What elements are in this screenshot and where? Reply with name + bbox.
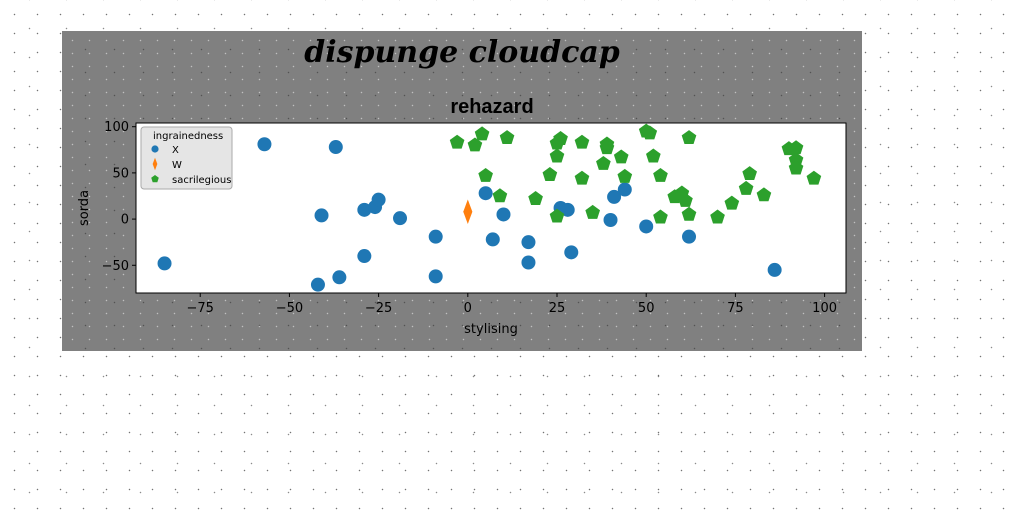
legend-box xyxy=(140,126,233,190)
chart-title: rehazard xyxy=(450,96,533,118)
x-tick-label: −50 xyxy=(276,301,303,316)
legend-marker-sacrilegious xyxy=(151,175,159,183)
data-point-x xyxy=(639,219,654,234)
x-tick-label: −75 xyxy=(187,301,214,316)
data-point-sacrilegious xyxy=(542,167,558,181)
data-point-x xyxy=(521,235,536,250)
data-point-x xyxy=(560,202,575,217)
data-point-sacrilegious xyxy=(788,160,804,175)
data-point-sacrilegious xyxy=(574,170,590,185)
data-point-x xyxy=(767,262,782,277)
data-point-sacrilegious xyxy=(710,209,725,224)
legend-label-x: X xyxy=(172,145,179,156)
data-point-sacrilegious xyxy=(806,170,822,185)
figure: dispunge cloudcap rehazard −75 −50 −25 0 25 5… xyxy=(62,31,862,351)
data-point-x xyxy=(603,213,618,228)
legend-title: ingrainedness xyxy=(153,131,223,142)
data-point-sacrilegious xyxy=(646,148,661,163)
data-point-x xyxy=(257,137,272,152)
data-point-x xyxy=(564,245,579,260)
data-point-sacrilegious xyxy=(585,204,601,219)
data-point-x xyxy=(357,202,372,217)
x-tick-label: 100 xyxy=(812,301,837,316)
axis-ticks: −75 −50 −25 0 25 50 75 100 −50 0 50 100 xyxy=(102,120,837,316)
legend-label-sacrilegious: sacrilegious xyxy=(172,175,231,186)
data-points xyxy=(157,123,822,292)
data-point-sacrilegious xyxy=(678,192,693,207)
y-tick-label: 0 xyxy=(121,213,129,228)
data-point-sacrilegious xyxy=(738,180,754,195)
data-point-sacrilegious xyxy=(681,130,697,145)
data-point-sacrilegious xyxy=(756,187,772,202)
data-point-x xyxy=(496,207,511,222)
data-point-sacrilegious xyxy=(613,149,629,164)
data-point-x xyxy=(607,189,622,204)
data-point-x xyxy=(428,229,443,244)
data-point-sacrilegious xyxy=(742,166,757,181)
data-point-x xyxy=(371,192,386,207)
x-tick-label: 50 xyxy=(638,301,655,316)
data-point-x xyxy=(521,255,536,270)
x-tick-label: 75 xyxy=(727,301,744,316)
data-point-x xyxy=(428,269,443,284)
data-point-sacrilegious xyxy=(599,140,615,155)
data-point-x xyxy=(310,277,325,292)
data-point-sacrilegious xyxy=(467,137,483,152)
data-point-sacrilegious xyxy=(492,188,508,203)
data-point-sacrilegious xyxy=(788,140,804,155)
data-point-sacrilegious xyxy=(499,130,515,145)
x-tick-label: 25 xyxy=(549,301,566,316)
data-point-x xyxy=(332,270,347,285)
data-point-sacrilegious xyxy=(528,191,543,205)
chart-suptitle: dispunge cloudcap xyxy=(304,35,620,70)
data-point-sacrilegious xyxy=(474,126,490,141)
data-point-x xyxy=(478,186,493,201)
x-tick-label: −25 xyxy=(365,301,392,316)
data-point-sacrilegious xyxy=(653,209,668,224)
y-axis-label: sorda xyxy=(77,190,92,226)
data-point-x xyxy=(485,232,500,247)
data-point-sacrilegious xyxy=(553,131,568,145)
data-point-sacrilegious xyxy=(681,206,697,221)
data-point-x xyxy=(157,256,172,271)
data-point-sacrilegious xyxy=(478,167,493,182)
data-point-sacrilegious xyxy=(549,148,565,163)
data-point-sacrilegious xyxy=(642,125,658,140)
data-point-sacrilegious xyxy=(574,134,590,149)
data-point-x xyxy=(393,211,408,226)
y-tick-label: −50 xyxy=(102,259,129,274)
data-point-x xyxy=(314,208,329,223)
legend-marker-w xyxy=(152,157,158,171)
y-tick-label: 50 xyxy=(112,166,129,181)
data-point-sacrilegious xyxy=(617,168,633,183)
x-axis-label: stylising xyxy=(464,322,518,337)
data-point-sacrilegious xyxy=(596,155,611,170)
data-point-w xyxy=(463,199,473,224)
x-tick-label: 0 xyxy=(464,301,472,316)
data-point-x xyxy=(328,140,343,155)
data-point-sacrilegious xyxy=(724,195,740,210)
data-point-x xyxy=(357,249,372,264)
data-point-x xyxy=(617,182,632,197)
data-point-sacrilegious xyxy=(449,134,465,149)
scatter-chart: dispunge cloudcap rehazard −75 −50 −25 0 25 5… xyxy=(77,35,847,337)
data-point-sacrilegious xyxy=(653,167,668,182)
plot-area xyxy=(135,122,847,294)
legend-marker-x xyxy=(151,145,159,153)
data-point-sacrilegious xyxy=(549,208,565,223)
data-point-sacrilegious xyxy=(788,152,804,167)
data-point-x xyxy=(682,229,697,244)
y-tick-label: 100 xyxy=(104,120,129,135)
legend-label-w: W xyxy=(172,160,182,171)
